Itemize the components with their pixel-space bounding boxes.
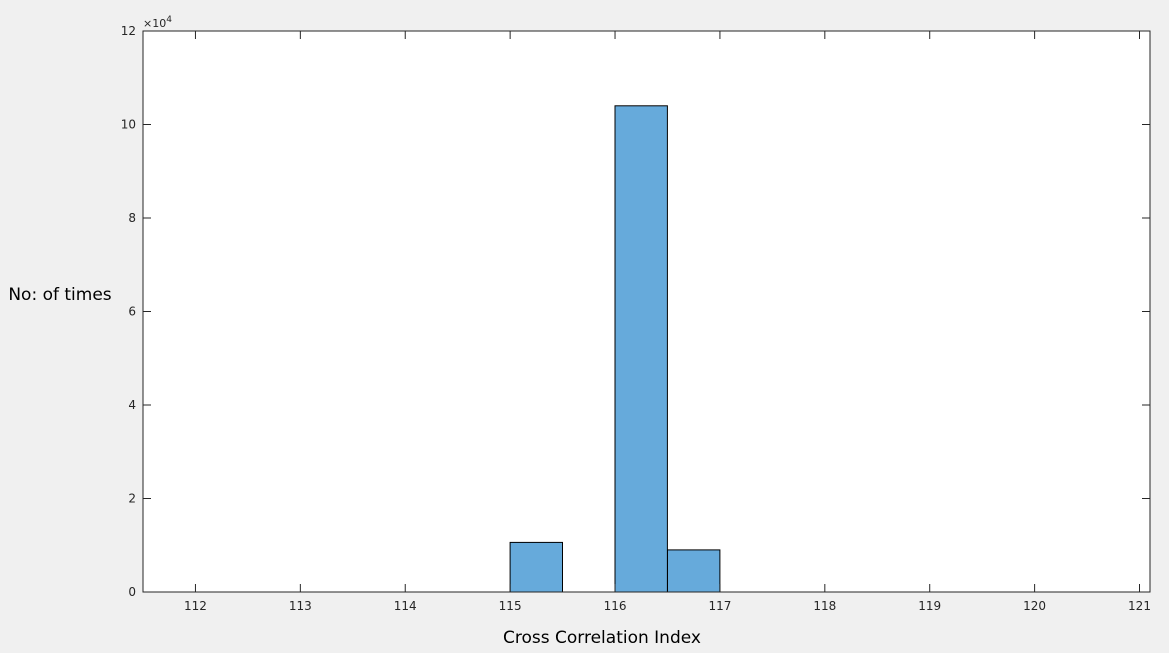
y-tick-label: 4	[128, 398, 136, 412]
x-tick-label: 119	[918, 599, 941, 613]
histogram-bar	[509, 541, 564, 593]
x-tick-label: 121	[1128, 599, 1151, 613]
y-exponent-label: ×104	[143, 15, 172, 30]
y-tick-label: 2	[128, 492, 136, 506]
x-axis-title: Cross Correlation Index	[503, 628, 701, 648]
y-tick-label: 0	[128, 585, 136, 599]
histogram-bar	[667, 549, 721, 593]
y-tick-label: 10	[121, 118, 136, 132]
x-tick-label: 116	[604, 599, 627, 613]
x-tick-label: 114	[394, 599, 417, 613]
bars-group	[509, 105, 721, 593]
x-tick-label: 118	[813, 599, 836, 613]
histogram-bar	[614, 105, 668, 593]
x-tick-label: 113	[289, 599, 312, 613]
x-tick-label: 120	[1023, 599, 1046, 613]
y-tick-label: 8	[128, 211, 136, 225]
y-axis-title: No: of times	[8, 285, 111, 305]
y-exponent-base: ×10	[143, 17, 166, 30]
y-tick-label: 12	[121, 24, 136, 38]
plot-frame	[142, 30, 1151, 593]
x-tick-label: 115	[499, 599, 522, 613]
y-tick-label: 6	[128, 305, 136, 319]
x-tick-label: 112	[184, 599, 207, 613]
y-exponent-power: 4	[166, 15, 172, 25]
x-tick-label: 117	[708, 599, 731, 613]
ticks-group: 112 113 114 115 116 117 118 119 120 121 0 2 4 6 8 10 12	[121, 24, 1151, 613]
